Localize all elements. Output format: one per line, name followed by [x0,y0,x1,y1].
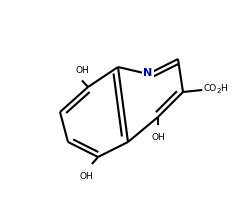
Text: OH: OH [151,132,165,141]
Text: 2: 2 [217,88,221,94]
Text: H: H [220,84,227,93]
Text: OH: OH [79,171,93,180]
Text: N: N [143,68,153,78]
Text: CO: CO [203,84,217,93]
Text: OH: OH [75,66,89,75]
